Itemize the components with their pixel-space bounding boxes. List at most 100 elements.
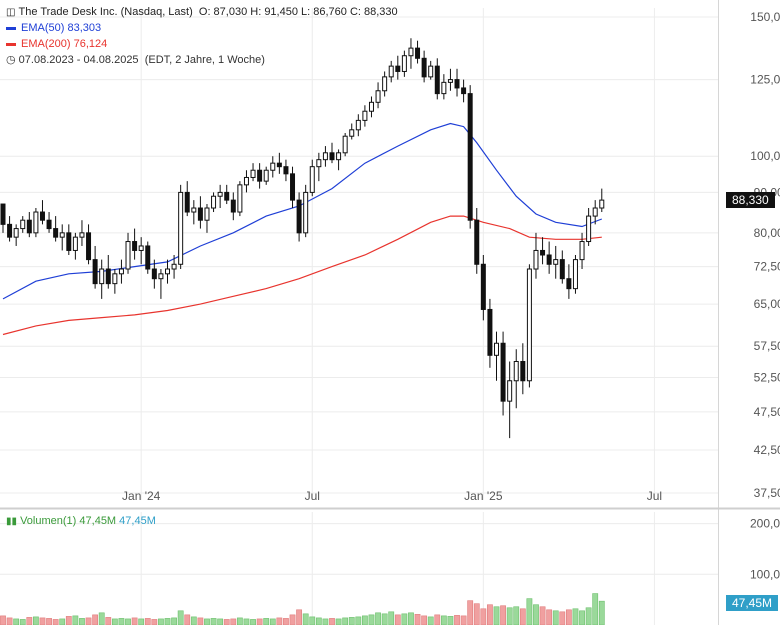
candle-body [165, 268, 170, 275]
candle-body [447, 79, 453, 83]
chart-type-icon[interactable]: ◫ [6, 7, 16, 18]
range-text: 07.08.2023 - 04.08.2025 [18, 54, 139, 66]
candle-body [415, 47, 421, 59]
candle-body [138, 245, 144, 251]
volume-bar [79, 618, 85, 625]
volume-bar [171, 617, 177, 625]
candle-body [513, 360, 519, 382]
volume-bar [0, 615, 6, 625]
candle-body [26, 219, 32, 234]
candle-body [362, 110, 368, 121]
volume-bar [184, 614, 191, 625]
price-tick-label: 52,500 [754, 370, 780, 384]
volume-bar [427, 616, 434, 625]
candle-body [441, 81, 447, 95]
ema50-label: EMA(50) [21, 22, 65, 34]
candle-body [283, 166, 289, 175]
candle-body [53, 228, 59, 238]
volume-bar [467, 600, 474, 625]
ema200-swatch-icon [6, 43, 16, 46]
legend-ema200[interactable]: EMA(200) 76,124 [6, 37, 107, 52]
volume-bar [138, 618, 145, 625]
candle-body [296, 199, 302, 234]
date-range[interactable]: ◷ 07.08.2023 - 04.08.2025 (EDT, 2 Jahre,… [6, 53, 265, 68]
volume-value-2: 47,45M [119, 515, 156, 527]
candle-body [257, 169, 263, 182]
volume-bar [204, 618, 210, 625]
candle-body [566, 278, 572, 290]
volume-bar [32, 616, 39, 625]
volume-bar [151, 619, 158, 625]
candle-body [20, 219, 26, 230]
candle-body [526, 268, 532, 382]
volume-bar [361, 615, 368, 625]
candle-body [224, 191, 230, 201]
candle-body [290, 173, 296, 201]
candle-body [151, 268, 157, 280]
volume-bar [118, 618, 125, 625]
candle-body [375, 90, 381, 103]
candle-body [39, 211, 45, 221]
volume-bar [72, 615, 79, 625]
volume-bar [447, 616, 454, 625]
volume-bar [125, 618, 131, 625]
candle-body [125, 241, 131, 270]
volume-bar [111, 618, 118, 625]
candle-body [217, 191, 223, 197]
volume-bar [39, 617, 46, 625]
candle-body [368, 101, 374, 112]
candle-body [33, 211, 39, 234]
candle-body [572, 259, 578, 290]
volume-bar [85, 617, 92, 625]
volume-bar [421, 615, 428, 625]
volume-bar [565, 609, 572, 625]
price-tick-label: 65,000 [754, 297, 780, 311]
volume-bar [335, 618, 342, 625]
volume-bar [197, 617, 204, 625]
candle-body [59, 232, 65, 238]
volume-bar [52, 619, 59, 625]
volume-bar [355, 616, 362, 625]
volume-bar [322, 618, 329, 625]
volume-bar [598, 600, 605, 625]
legend-ema50[interactable]: EMA(50) 83,303 [6, 21, 101, 36]
candle-body [540, 249, 546, 256]
volume-bar [513, 606, 520, 625]
volume-bar [440, 615, 447, 625]
volume-value-1: 47,45M [79, 515, 117, 527]
volume-bar [223, 619, 230, 625]
last-volume-badge: 47,45M [726, 595, 779, 611]
price-tick-label: 100,000 [750, 149, 780, 163]
chart-title: ◫ The Trade Desk Inc. (Nasdaq, Last) O: … [6, 5, 398, 20]
volume-bar [506, 607, 513, 625]
candle-body [461, 87, 467, 95]
volume-bar [98, 612, 105, 625]
volume-bar [315, 617, 322, 625]
volume-bar [296, 609, 302, 625]
last-price-badge: 88,330 [726, 192, 775, 208]
volume-series [0, 593, 605, 625]
candle-body [474, 219, 480, 265]
candle-body [99, 268, 105, 285]
volume-bar [552, 610, 559, 625]
volume-legend[interactable]: ▮▮ Volumen(1) 47,45M 47,45M [6, 515, 156, 527]
candle-body [494, 342, 499, 356]
candle-body [500, 342, 506, 402]
volume-bar [210, 618, 217, 625]
candle-body [553, 259, 559, 265]
volume-bar [230, 618, 237, 625]
candle-body [480, 263, 486, 310]
volume-bar [487, 604, 493, 625]
volume-tick-label: 100,00M [750, 567, 780, 581]
volume-bar [158, 618, 164, 625]
candle-body [191, 207, 197, 213]
volume-bar [190, 616, 197, 625]
volume-bars-icon: ▮▮ [6, 516, 18, 527]
volume-bar [329, 618, 335, 625]
ema50-line [2, 122, 603, 300]
ohlc-readout: O: 87,030 H: 91,450 L: 86,760 C: 88,330 [198, 6, 398, 18]
volume-bar [92, 614, 99, 625]
volume-bar [388, 611, 395, 625]
ema50-value: 83,303 [67, 22, 102, 34]
ema200-series [2, 215, 602, 336]
